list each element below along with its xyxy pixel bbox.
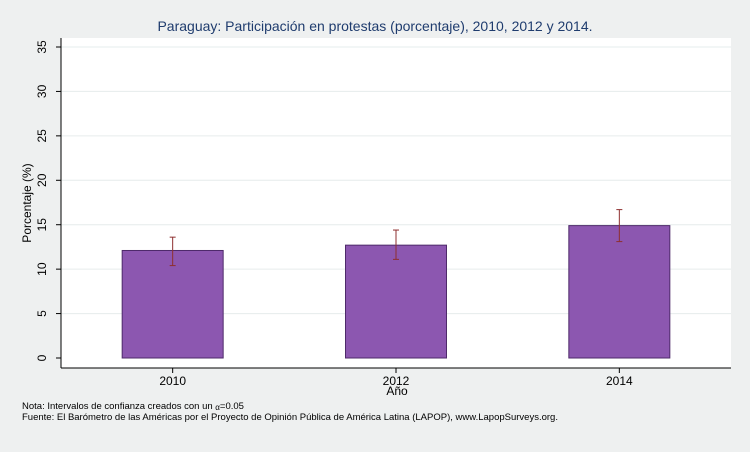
error-bar-2010 <box>169 236 176 267</box>
y-tick-label: 30 <box>35 84 49 98</box>
y-tick-label: 0 <box>35 354 49 361</box>
bar-2014 <box>568 225 671 359</box>
x-tick-label-2014: 2014 <box>606 374 633 388</box>
confidence-note-text: Nota: Intervalos de confianza creados co… <box>22 401 216 412</box>
y-axis-ticks: 0 5 10 15 20 25 30 35 <box>35 40 61 361</box>
x-tick-label-2010: 2010 <box>159 374 186 388</box>
chart-title: Paraguay: Participación en protestas (po… <box>157 18 592 34</box>
error-bars <box>169 209 623 267</box>
alpha-value: =0.05 <box>219 401 244 412</box>
bars <box>121 225 671 359</box>
bar-2012 <box>345 244 447 359</box>
y-tick-label: 5 <box>35 310 49 317</box>
alpha-symbol: α <box>215 403 220 412</box>
y-axis-title: Porcentaje (%) <box>20 163 34 242</box>
bar-chart: 0 5 10 15 20 25 30 35 2010 2012 2014 Paraguay: Pa… <box>20 18 731 398</box>
y-tick-label: 15 <box>35 218 49 232</box>
bar-2010 <box>121 249 224 359</box>
source-note: Fuente: El Barómetro de las Américas por… <box>22 412 558 423</box>
y-tick-label: 35 <box>35 40 49 54</box>
x-axis-title: Año <box>386 384 408 398</box>
y-tick-label: 20 <box>35 173 49 187</box>
y-tick-label: 10 <box>35 262 49 276</box>
x-axis-ticks: 2010 2012 2014 <box>159 368 633 388</box>
x-tick-label-2012: 2012 <box>383 374 410 388</box>
error-bar-2014 <box>616 209 623 243</box>
confidence-note: Nota: Intervalos de confianza creados co… <box>22 401 244 412</box>
y-tick-label: 25 <box>35 129 49 143</box>
error-bar-2012 <box>393 229 399 260</box>
